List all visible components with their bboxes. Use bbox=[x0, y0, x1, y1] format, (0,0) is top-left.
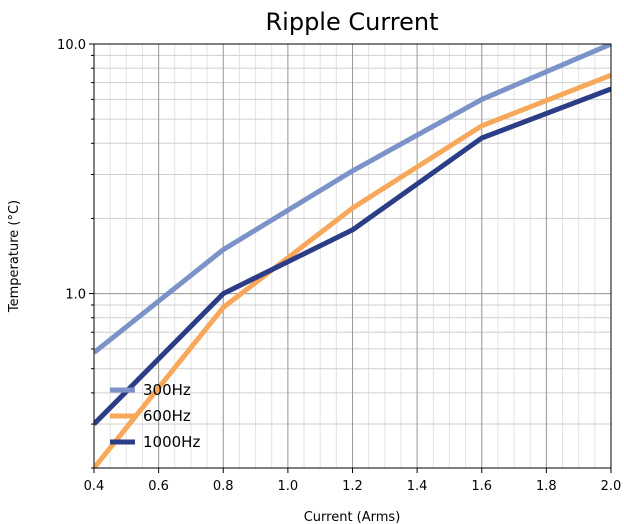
ticks-layer: 0.4 0.6 0.8 1.0 1.2 1.4 1.6 1.8 2.0 1.0 10.0 bbox=[57, 38, 621, 494]
x-tick-label: 1.4 bbox=[407, 479, 428, 494]
legend: 300Hz 600Hz 1000Hz bbox=[110, 381, 200, 451]
x-tick-label: 0.6 bbox=[148, 479, 169, 494]
series-line-1000hz bbox=[94, 86, 611, 426]
series-line-600hz bbox=[94, 72, 611, 468]
x-tick-label: 1.6 bbox=[471, 479, 492, 494]
legend-label-600hz: 600Hz bbox=[143, 407, 191, 425]
y-tick-label: 10.0 bbox=[57, 38, 86, 53]
x-tick-label: 0.8 bbox=[213, 479, 234, 494]
y-axis-label: Temperature (°C) bbox=[7, 200, 22, 313]
x-tick-label: 1.8 bbox=[536, 479, 557, 494]
x-tick-label: 0.4 bbox=[84, 479, 105, 494]
chart-title: Ripple Current bbox=[265, 8, 438, 36]
y-tick-label: 1.0 bbox=[65, 288, 86, 303]
legend-label-300hz: 300Hz bbox=[143, 381, 191, 399]
legend-label-1000hz: 1000Hz bbox=[143, 433, 200, 451]
x-tick-label: 2.0 bbox=[601, 479, 622, 494]
x-axis-label: Current (Arms) bbox=[304, 510, 401, 524]
x-tick-label: 1.2 bbox=[342, 479, 363, 494]
series-layer bbox=[94, 44, 611, 468]
series-line-300hz bbox=[94, 44, 611, 355]
x-tick-label: 1.0 bbox=[278, 479, 299, 494]
